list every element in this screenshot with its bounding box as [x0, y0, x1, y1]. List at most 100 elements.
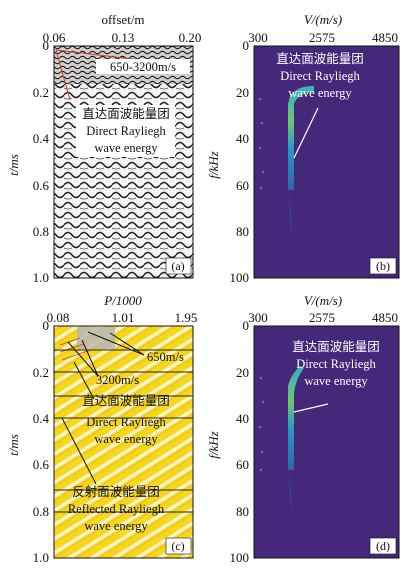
- panel-c-gray-band: [77, 327, 115, 349]
- panel-a-plot-area: [54, 46, 193, 278]
- x-tick-label: 1.95: [175, 310, 198, 325]
- panel-c-xticks: 0.08 1.01 1.95: [47, 310, 198, 325]
- panel-b: V/(m/s) 300 2575 4850 0 20 40 60 80 100 …: [206, 12, 400, 285]
- y-tick-label: 60: [236, 178, 249, 193]
- panel-c-yticks: 0 0.2 0.4 0.6 0.8 1.0: [33, 318, 50, 565]
- panel-c-velocity-3200: 3200m/s: [96, 373, 139, 387]
- panel-a-velocity-label: 650-3200m/s: [110, 60, 176, 74]
- panel-d-yticks: 0 20 40 60 80 100: [230, 318, 250, 565]
- panel-b-ann-en1: Direct Rayliegh: [280, 69, 360, 83]
- panel-c-label: (c): [171, 539, 184, 553]
- y-tick-label: 0.2: [33, 85, 49, 100]
- y-tick-label: 0: [43, 318, 50, 333]
- y-tick-label: 80: [236, 504, 249, 519]
- y-tick-label: 0.6: [33, 178, 50, 193]
- panel-a-annotation-box: [76, 105, 175, 157]
- panel-b-ridge-tail: [289, 190, 292, 240]
- panel-c-direct-cn: 直达面波能量团: [82, 394, 170, 408]
- panel-d-xticks: 300 2575 4850: [248, 310, 398, 325]
- panel-b-label-box: [369, 257, 397, 275]
- panel-d-ridge-tail: [289, 470, 292, 515]
- y-tick-label: 100: [230, 550, 250, 565]
- y-tick-label: 0: [243, 318, 250, 333]
- x-tick-label: 0.06: [43, 30, 66, 45]
- panel-a-ann-cn: 直达面波能量团: [82, 107, 170, 121]
- x-tick-label: 0.20: [179, 30, 202, 45]
- panel-a-red-line-2: [55, 49, 71, 101]
- panel-d-label-box: [369, 537, 397, 555]
- panel-a-yticks: 0 0.2 0.4 0.6 0.8 1.0: [33, 38, 50, 285]
- x-tick-label: 0.13: [112, 30, 135, 45]
- panel-c-frame: [53, 325, 194, 559]
- panel-a-velocity-box: [96, 59, 190, 74]
- panel-d-ylabel: f/kHz: [206, 431, 221, 458]
- panel-b-yticks: 0 20 40 60 80 100: [230, 38, 250, 285]
- panel-c-pointer-lines: [61, 331, 145, 485]
- panel-d: V/(m/s) 300 2575 4850 0 20 40 60 80 100 …: [206, 293, 400, 565]
- panel-c-plot-area: [54, 326, 193, 558]
- panel-b-energy-ridge: [288, 86, 314, 190]
- x-tick-label: 2575: [309, 30, 335, 45]
- y-tick-label: 20: [236, 365, 249, 380]
- x-tick-label: 1.01: [112, 310, 135, 325]
- panel-d-label: (d): [376, 539, 390, 553]
- panel-a-xticks: 0.06 0.13 0.20: [43, 30, 202, 45]
- panel-d-ann-cn: 直达面波能量团: [292, 340, 380, 354]
- y-tick-label: 0.6: [33, 457, 50, 472]
- panel-d-plot-area: [254, 326, 399, 558]
- y-tick-label: 100: [230, 270, 250, 285]
- y-tick-label: 0.8: [33, 224, 49, 239]
- y-tick-label: 40: [236, 131, 249, 146]
- panel-c-direct-en1: Direct Rayliegh: [86, 415, 166, 429]
- y-tick-label: 40: [236, 411, 249, 426]
- panel-d-frame: [253, 325, 400, 559]
- y-tick-label: 0.2: [33, 365, 49, 380]
- x-tick-label: 300: [248, 310, 268, 325]
- panel-b-ann-en2: wave energy: [288, 86, 352, 100]
- x-tick-label: 300: [248, 30, 268, 45]
- panel-b-dots: [258, 97, 265, 190]
- y-tick-label: 80: [236, 224, 249, 239]
- panel-d-energy-ridge: [288, 366, 304, 470]
- panel-a-xlabel: offset/m: [101, 12, 144, 27]
- panel-b-pointer-line: [293, 107, 319, 159]
- panel-c-reflected-en1: Reflected Rayliegh: [68, 502, 165, 516]
- panel-b-xticks: 300 2575 4850: [248, 30, 398, 45]
- panel-b-plot-area: [254, 46, 399, 278]
- panel-a-label: (a): [171, 259, 184, 273]
- panel-b-frame: [253, 45, 400, 279]
- panel-c-velocity-650: 650m/s: [147, 350, 184, 364]
- y-tick-label: 1.0: [33, 270, 49, 285]
- panel-a-ann-en2: wave energy: [94, 141, 158, 155]
- panel-d-ann-en2: wave energy: [304, 374, 368, 388]
- y-tick-label: 0: [43, 38, 50, 53]
- y-tick-label: 0.8: [33, 504, 49, 519]
- panel-d-xlabel: V/(m/s): [304, 293, 342, 308]
- x-tick-label: 2575: [309, 310, 335, 325]
- y-tick-label: 1.0: [33, 550, 49, 565]
- panel-a-frame: [53, 45, 194, 279]
- panel-c-red-streaks: [59, 337, 91, 361]
- panel-c-xlabel: P/1000: [103, 293, 142, 308]
- panel-a-ann-en1: Direct Rayliegh: [86, 124, 166, 138]
- y-tick-label: 0: [243, 38, 250, 53]
- y-tick-label: 60: [236, 457, 249, 472]
- panel-b-ann-cn: 直达面波能量团: [276, 52, 364, 66]
- x-tick-label: 0.08: [47, 310, 70, 325]
- x-tick-label: 4850: [372, 30, 398, 45]
- panel-c-label-box: [165, 537, 192, 555]
- panel-b-xlabel: V/(m/s): [304, 12, 342, 27]
- panel-c-reflected-cn: 反射面波能量团: [72, 484, 160, 499]
- panel-d-dots: [258, 376, 265, 472]
- panel-d-pointer-line: [293, 403, 329, 413]
- y-tick-label: 20: [236, 85, 249, 100]
- panel-c: P/1000 0.08 1.01 1.95 0 0.2 0.4 0.6 0.8 …: [6, 293, 197, 565]
- panel-c-direct-en2: wave energy: [94, 432, 158, 446]
- panel-a: offset/m 0.06 0.13 0.20 0 0.2 0.4 0.6 0.…: [6, 12, 201, 285]
- panel-d-ann-en1: Direct Rayliegh: [296, 357, 376, 371]
- panel-c-ylabel: t/ms: [6, 434, 21, 456]
- panel-c-reflected-en2: wave energy: [84, 519, 148, 533]
- panel-c-gridlines: [54, 349, 193, 513]
- y-tick-label: 0.4: [33, 131, 50, 146]
